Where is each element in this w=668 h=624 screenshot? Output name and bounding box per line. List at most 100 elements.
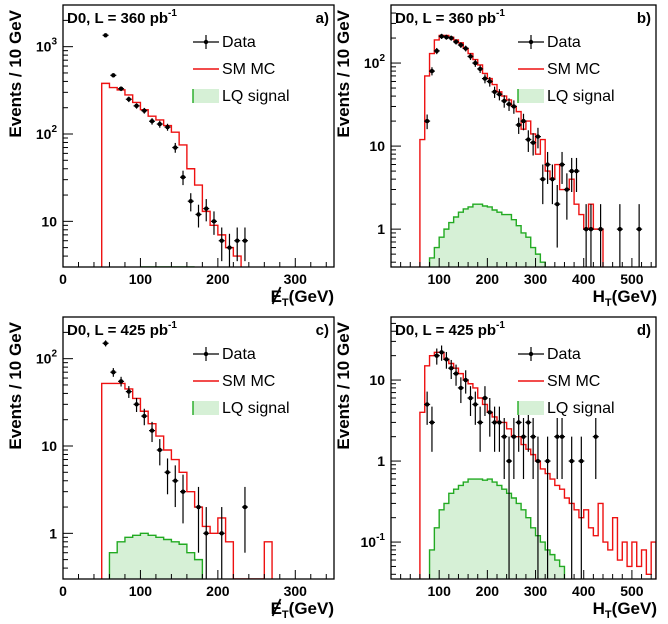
data-point xyxy=(226,233,233,267)
data-point xyxy=(428,406,435,452)
data-point xyxy=(241,486,248,553)
data-marker xyxy=(506,458,512,464)
data-marker xyxy=(157,447,162,453)
data-marker xyxy=(463,377,468,383)
x-tick-label: 300 xyxy=(284,271,308,287)
data-marker xyxy=(458,385,464,391)
x-tick-label: 300 xyxy=(284,583,308,599)
data-marker xyxy=(126,389,132,394)
data-point xyxy=(587,204,594,267)
legend-lq-label: LQ signal xyxy=(547,88,615,105)
panel-title: D0, L = 425 pb-1 xyxy=(67,320,177,339)
y-tick-label: 10 xyxy=(369,372,385,388)
data-point xyxy=(568,157,575,193)
legend-lq-swatch xyxy=(193,89,219,103)
data-point xyxy=(481,74,488,84)
data-marker xyxy=(530,434,536,439)
data-point xyxy=(578,436,585,579)
data-point xyxy=(477,65,484,73)
x-axis-label: HT(GeV) xyxy=(593,287,657,309)
y-axis-label: Events / 10 GeV xyxy=(334,321,353,449)
legend-data-marker xyxy=(528,39,534,45)
legend-data-marker xyxy=(203,39,209,45)
data-point xyxy=(501,95,508,108)
legend-data-marker xyxy=(528,351,534,357)
data-point xyxy=(448,359,455,379)
data-marker xyxy=(559,434,565,439)
data-point xyxy=(180,170,187,186)
x-tick-label: 300 xyxy=(524,271,548,287)
data-marker xyxy=(545,162,550,167)
data-point xyxy=(573,157,580,193)
data-marker xyxy=(173,145,178,150)
data-marker xyxy=(424,402,430,407)
data-point xyxy=(563,173,570,220)
data-marker xyxy=(227,245,232,250)
data-point xyxy=(187,193,194,212)
data-point xyxy=(515,117,522,134)
y-tick-label: 103 xyxy=(36,37,58,55)
data-marker xyxy=(574,168,579,174)
panel-title: D0, L = 425 pb-1 xyxy=(395,320,505,339)
data-point xyxy=(125,386,132,398)
data-point xyxy=(530,417,537,480)
data-point xyxy=(203,507,210,579)
panel-title: D0, L = 360 pb-1 xyxy=(395,8,505,27)
data-marker xyxy=(526,137,531,142)
legend-mc-label: SM MC xyxy=(547,61,600,78)
panel-label: a) xyxy=(316,10,329,27)
data-point xyxy=(520,417,527,480)
data-point xyxy=(180,474,187,524)
data-point xyxy=(110,73,117,78)
data-point xyxy=(195,204,202,228)
data-point xyxy=(438,33,445,39)
data-point xyxy=(636,204,643,267)
data-point xyxy=(118,86,125,92)
data-marker xyxy=(463,46,468,51)
data-marker xyxy=(550,176,555,182)
data-marker xyxy=(482,395,488,401)
data-marker xyxy=(449,35,454,41)
data-point xyxy=(525,130,532,152)
x-tick-label: 100 xyxy=(129,271,153,287)
legend-mc-label: SM MC xyxy=(222,61,275,78)
data-point xyxy=(481,386,488,416)
data-marker xyxy=(530,140,536,145)
data-point xyxy=(149,421,156,443)
legend-data-label: Data xyxy=(547,34,581,51)
data-marker xyxy=(439,350,444,355)
data-marker xyxy=(540,176,545,182)
data-point xyxy=(462,370,469,394)
data-marker xyxy=(204,531,209,536)
x-tick-label: 300 xyxy=(524,583,548,599)
data-marker xyxy=(636,226,642,232)
data-point xyxy=(457,42,464,48)
data-marker xyxy=(219,531,224,536)
data-point xyxy=(520,113,527,131)
data-marker xyxy=(497,420,502,425)
data-point xyxy=(559,151,566,184)
legend: Data SM MC LQ signal xyxy=(517,34,615,105)
x-tick-label: 500 xyxy=(620,583,644,599)
data-point xyxy=(472,59,479,67)
legend-mc-label: SM MC xyxy=(547,373,600,390)
legend-data-label: Data xyxy=(222,34,256,51)
data-marker xyxy=(526,420,531,425)
data-point xyxy=(118,376,125,387)
data-marker xyxy=(188,199,193,204)
data-point xyxy=(472,391,479,425)
x-tick-label: 200 xyxy=(206,271,230,287)
data-marker xyxy=(502,98,507,104)
y-axis-label: Events / 10 GeV xyxy=(6,9,25,137)
data-marker xyxy=(555,201,560,207)
data-marker xyxy=(511,434,517,439)
panel-label: c) xyxy=(316,322,329,339)
legend-lq-label: LQ signal xyxy=(222,88,290,105)
data-point xyxy=(467,386,474,416)
data-point xyxy=(149,118,156,125)
data-marker xyxy=(196,212,201,217)
data-marker xyxy=(165,124,170,130)
data-marker xyxy=(118,379,124,384)
legend: Data SM MC LQ signal xyxy=(192,34,290,105)
